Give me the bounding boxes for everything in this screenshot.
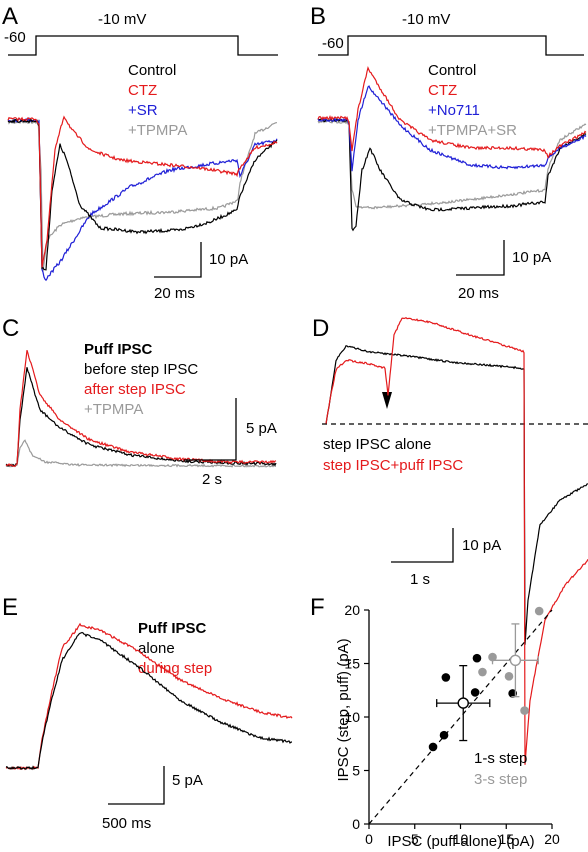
- panel-f-x-tick-label: 20: [544, 831, 560, 847]
- panel-d-trace-alone: [325, 345, 588, 645]
- panel-b-trace-tpmpa-sr: [317, 119, 587, 210]
- panel-f-ylabel: IPSC (step, puff) (pA): [335, 638, 352, 781]
- panel-b-legend-tpmpa-sr: +TPMPA+SR: [428, 122, 517, 139]
- panel-a-legend-ctz: CTZ: [128, 82, 157, 99]
- panel-b-legend-ctz: CTZ: [428, 82, 457, 99]
- panel-d-scale-x: 1 s: [410, 571, 430, 588]
- panel-b-scale-x: 20 ms: [458, 285, 499, 302]
- panel-f-legend-3s: 3-s step: [474, 771, 527, 788]
- panel-f-point-1s: [439, 730, 449, 740]
- panel-b-trace-control: [317, 117, 587, 232]
- panel-c-letter: C: [2, 315, 19, 342]
- panel-e-legend-alone: alone: [138, 640, 175, 657]
- panel-f-point-3s: [520, 706, 529, 715]
- panel-d-scalebar: [391, 528, 454, 563]
- panel-b-trace-ctz: [317, 65, 587, 159]
- panel-f-point-3s: [478, 667, 487, 677]
- panel-a-legend-sr: +SR: [128, 102, 158, 119]
- panel-c-legend-after: after step IPSC: [84, 381, 186, 398]
- panel-a-trace-ctz: [7, 115, 278, 268]
- panel-e-trace-during: [5, 622, 293, 771]
- panel-f-x-tick-label: 15: [498, 831, 514, 847]
- panel-c-legend-tpmpa: +TPMPA: [84, 401, 143, 418]
- panel-a-letter: A: [2, 3, 18, 30]
- panel-b-traces: [317, 65, 587, 232]
- panel-d-scale-y: 10 pA: [462, 537, 501, 554]
- panel-d-legend-alone: step IPSC alone: [323, 436, 431, 453]
- panel-a-legend-control: Control: [128, 62, 176, 79]
- panel-e-trace-alone: [5, 631, 293, 771]
- panel-a-trace-control: [7, 118, 278, 271]
- panel-e-traces: [5, 622, 293, 771]
- panel-e: E Puff IPSC alone during step 5 pA 500 m…: [2, 594, 293, 832]
- panel-c-legend-title: Puff IPSC: [84, 341, 153, 358]
- panel-e-scale-y: 5 pA: [172, 772, 203, 789]
- panel-f-y-tick-label: 10: [344, 709, 360, 725]
- panel-f-point-1s: [472, 653, 482, 663]
- panel-c: C Puff IPSC before step IPSC after step …: [2, 315, 277, 488]
- panel-f-x-tick-label: 0: [365, 831, 373, 847]
- panel-f-point-1s: [428, 742, 438, 752]
- panel-d-traces: [325, 316, 588, 765]
- panel-f-unity-line: [368, 609, 553, 825]
- panel-f-y-tick-label: 0: [352, 816, 360, 832]
- panel-f-x-tick-label: 10: [453, 831, 469, 847]
- panel-f-xlabel: IPSC (puff alone) (pA): [387, 833, 534, 850]
- panel-a-traces: [7, 115, 278, 282]
- panel-b: B -10 mV -60 Control CTZ +No711 +TPMPA+S…: [310, 3, 587, 302]
- panel-a-scalebar: [154, 242, 202, 278]
- arrowhead-icon: [382, 392, 392, 409]
- panel-c-legend-before: before step IPSC: [84, 361, 198, 378]
- panel-b-voltage-step: [318, 35, 584, 56]
- panel-c-scale-x: 2 s: [202, 471, 222, 488]
- panel-c-scale-y: 5 pA: [246, 420, 277, 437]
- panel-c-scalebar: [184, 398, 237, 461]
- panel-f-mean-1s: [457, 697, 469, 709]
- panel-f-mean-3s: [509, 654, 522, 666]
- panel-b-step-label: -10 mV: [402, 11, 450, 28]
- panel-a-voltage-step: [8, 35, 278, 56]
- panel-f-point-1s: [470, 688, 480, 697]
- panel-b-scalebar: [456, 240, 505, 276]
- panel-b-legend-no711: +No711: [428, 102, 480, 119]
- panel-a: A -10 mV -60 Control CTZ +SR +TPMPA 10 p…: [2, 3, 278, 302]
- panel-a-trace-sr: [7, 116, 278, 282]
- panel-f-y-tick-label: 5: [352, 763, 360, 779]
- panel-c-trace-after: [5, 350, 277, 467]
- panel-a-step-label: -10 mV: [98, 11, 146, 28]
- panel-d-legend-combined: step IPSC+puff IPSC: [323, 457, 463, 474]
- panel-b-hold-label: -60: [322, 35, 344, 52]
- panel-b-scale-y: 10 pA: [512, 249, 551, 266]
- panel-b-legend-control: Control: [428, 62, 476, 79]
- panel-f-y-tick-label: 20: [344, 602, 360, 618]
- panel-a-scale-x: 20 ms: [154, 285, 195, 302]
- panel-f-letter: F: [310, 594, 325, 621]
- panel-f: F 0 5 10 15 20 0 5 10 15 20 1-s step 3-s step IPS…: [310, 594, 560, 850]
- panel-e-legend-title: Puff IPSC: [138, 620, 207, 637]
- panel-b-letter: B: [310, 3, 326, 30]
- panel-d-letter: D: [312, 315, 329, 342]
- panel-b-trace-no711: [317, 85, 587, 172]
- panel-f-point-3s: [534, 606, 544, 616]
- panel-e-scale-x: 500 ms: [102, 815, 151, 832]
- panel-c-trace-tpmpa: [5, 439, 277, 468]
- panel-f-point-3s: [504, 672, 514, 681]
- panel-f-x-tick-label: 5: [411, 831, 419, 847]
- panel-d-legend-bg: [320, 434, 512, 480]
- panel-f-chart: 0 5 10 15 20 0 5 10 15 20: [344, 602, 560, 847]
- panel-d-trace-combined: [325, 316, 588, 765]
- panel-c-traces: [5, 350, 277, 468]
- panel-d: D step IPSC alone step IPSC+puff IPSC 10…: [312, 315, 588, 765]
- panel-a-hold-label: -60: [4, 29, 26, 46]
- panel-a-trace-tpmpa: [7, 119, 277, 272]
- panel-a-legend-tpmpa: +TPMPA: [128, 122, 187, 139]
- panel-e-scalebar: [108, 766, 165, 805]
- panel-f-legend-1s: 1-s step: [474, 750, 527, 767]
- panel-f-y-tick-label: 15: [344, 656, 360, 672]
- panel-e-letter: E: [2, 594, 18, 621]
- panel-a-scale-y: 10 pA: [209, 251, 248, 268]
- panel-f-point-1s: [441, 673, 451, 682]
